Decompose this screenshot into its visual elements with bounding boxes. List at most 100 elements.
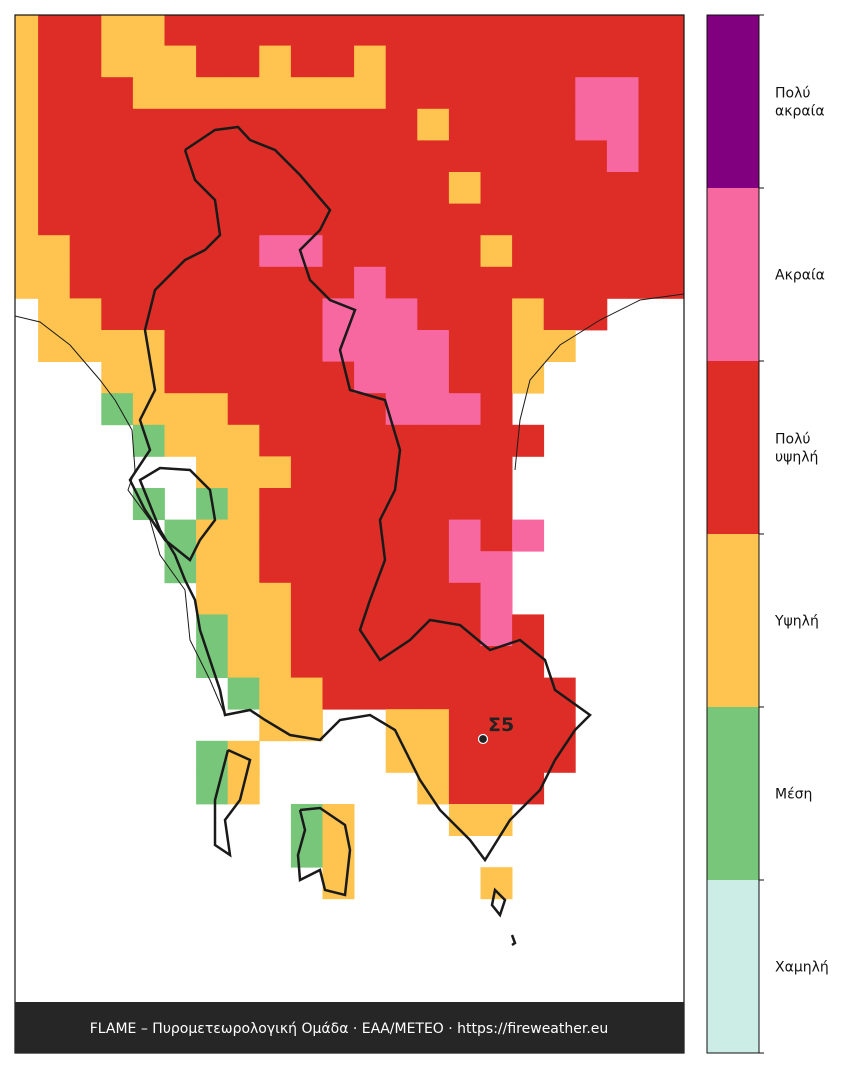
grid-cell (638, 203, 671, 236)
grid-cell (259, 551, 292, 584)
grid-cell (69, 203, 102, 236)
coastlines (15, 125, 684, 947)
grid-cell (259, 393, 292, 426)
grid-cell (385, 203, 418, 236)
grid-cell (259, 424, 292, 457)
grid-cell (196, 456, 229, 489)
grid-cell (132, 77, 165, 110)
grid-cell (543, 298, 576, 331)
grid-cell (164, 361, 197, 394)
grid-cell (322, 646, 355, 678)
grid-cell (543, 108, 576, 141)
grid-cell (448, 108, 481, 141)
grid-cell (290, 551, 323, 584)
grid-cell (196, 424, 229, 457)
grid-cell (132, 203, 165, 236)
grid-cell (670, 235, 684, 268)
grid-cell (227, 298, 260, 331)
grid-cell (15, 235, 39, 268)
grid-cell (227, 614, 260, 647)
grid-cell (417, 551, 450, 584)
grid-cell (69, 140, 102, 173)
grid-cell (259, 330, 292, 362)
grid-cell (101, 77, 134, 110)
colorbar: Πολύ ακραία Ακραία Πολύ υψηλή Υψηλή Μέση Χαμηλή (706, 14, 829, 1054)
grid-cell (290, 393, 323, 426)
grid-cell (322, 393, 355, 426)
grid-cell (638, 108, 671, 141)
grid-cell (670, 203, 684, 236)
grid-cell (512, 77, 545, 110)
grid-cell (322, 172, 355, 204)
grid-cell (575, 203, 608, 236)
grid-cell (543, 77, 576, 110)
grid-cell (670, 172, 684, 204)
grid-cell (101, 235, 134, 268)
grid-cell (101, 298, 134, 331)
grid-cell (417, 15, 450, 46)
grid-cell (417, 456, 450, 489)
grid-cell (448, 582, 481, 615)
grid-cell (354, 361, 387, 394)
grid-cell (290, 488, 323, 520)
grid-cell (322, 235, 355, 268)
grid-cell (101, 393, 134, 426)
grid-cell (322, 45, 355, 78)
grid-cell (512, 266, 545, 299)
grid-cell (132, 235, 165, 268)
grid-cell (38, 330, 71, 362)
grid-cell (38, 108, 71, 141)
grid-cell (69, 108, 102, 141)
grid-cell (15, 45, 39, 78)
grid-cell (290, 203, 323, 236)
grid-cell (196, 77, 229, 110)
grid-cell (448, 646, 481, 678)
grid-cell (512, 15, 545, 46)
grid-cell (101, 203, 134, 236)
grid-cell (322, 519, 355, 552)
grid-cell (259, 172, 292, 204)
grid-cell (164, 15, 197, 46)
station-marker (477, 733, 489, 745)
grid-cell (512, 740, 545, 773)
grid-cell (196, 772, 229, 805)
grid-cell (354, 677, 387, 710)
grid-cell (385, 172, 418, 204)
grid-cell (512, 709, 545, 742)
grid-cell (259, 298, 292, 331)
grid-cell (15, 172, 39, 204)
legend-label: Πολύ υψηλή (775, 432, 818, 466)
grid-cell (385, 298, 418, 331)
grid-cell (385, 709, 418, 742)
grid-cell (38, 45, 71, 78)
grid-cell (227, 15, 260, 46)
grid-cell (164, 203, 197, 236)
legend-label-line: Υψηλή (774, 614, 819, 630)
grid-cell (670, 45, 684, 78)
grid-cell (480, 740, 513, 773)
grid-cell (38, 77, 71, 110)
grid-cell (196, 108, 229, 141)
grid-cell (385, 424, 418, 457)
grid-cell (15, 15, 39, 46)
grid-cell (638, 15, 671, 46)
grid-cell (480, 15, 513, 46)
grid-cell (38, 172, 71, 204)
grid-cell (322, 677, 355, 710)
grid-cell (227, 456, 260, 489)
grid-cell (448, 172, 481, 204)
grid-cell (543, 45, 576, 78)
grid-cell (512, 772, 545, 805)
grid-cell (385, 235, 418, 268)
grid-cell (132, 108, 165, 141)
grid-cell (385, 551, 418, 584)
grid-cell (132, 172, 165, 204)
legend-label: Ακραία (775, 268, 825, 284)
grid-cell (290, 235, 323, 268)
grid-cell (606, 77, 639, 110)
grid-cell (132, 45, 165, 78)
grid-cell (480, 172, 513, 204)
grid-cell (322, 488, 355, 520)
grid-cell (69, 15, 102, 46)
grid-cell (259, 646, 292, 678)
